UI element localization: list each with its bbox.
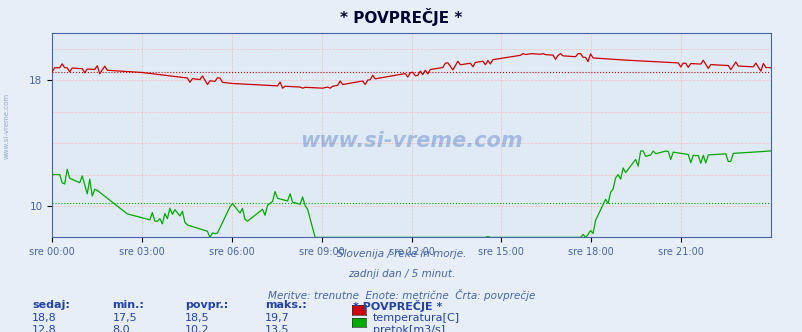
Text: min.:: min.: bbox=[112, 300, 144, 310]
Text: * POVPREČJE *: * POVPREČJE * bbox=[353, 300, 442, 312]
Text: 13,5: 13,5 bbox=[265, 325, 290, 332]
Text: * POVPREČJE *: * POVPREČJE * bbox=[340, 8, 462, 26]
Text: www.si-vreme.com: www.si-vreme.com bbox=[3, 93, 10, 159]
Text: pretok[m3/s]: pretok[m3/s] bbox=[372, 325, 444, 332]
Text: 18,8: 18,8 bbox=[32, 313, 57, 323]
Text: Meritve: trenutne  Enote: metrične  Črta: povprečje: Meritve: trenutne Enote: metrične Črta: … bbox=[268, 289, 534, 301]
Text: www.si-vreme.com: www.si-vreme.com bbox=[300, 131, 522, 151]
Text: povpr.:: povpr.: bbox=[184, 300, 228, 310]
Text: 19,7: 19,7 bbox=[265, 313, 290, 323]
Text: 10,2: 10,2 bbox=[184, 325, 209, 332]
Text: 12,8: 12,8 bbox=[32, 325, 57, 332]
Text: maks.:: maks.: bbox=[265, 300, 306, 310]
Text: sedaj:: sedaj: bbox=[32, 300, 70, 310]
Text: Slovenija / reke in morje.: Slovenija / reke in morje. bbox=[336, 249, 466, 259]
Text: 8,0: 8,0 bbox=[112, 325, 130, 332]
Text: 17,5: 17,5 bbox=[112, 313, 137, 323]
Text: 18,5: 18,5 bbox=[184, 313, 209, 323]
Text: zadnji dan / 5 minut.: zadnji dan / 5 minut. bbox=[347, 269, 455, 279]
Text: temperatura[C]: temperatura[C] bbox=[372, 313, 459, 323]
